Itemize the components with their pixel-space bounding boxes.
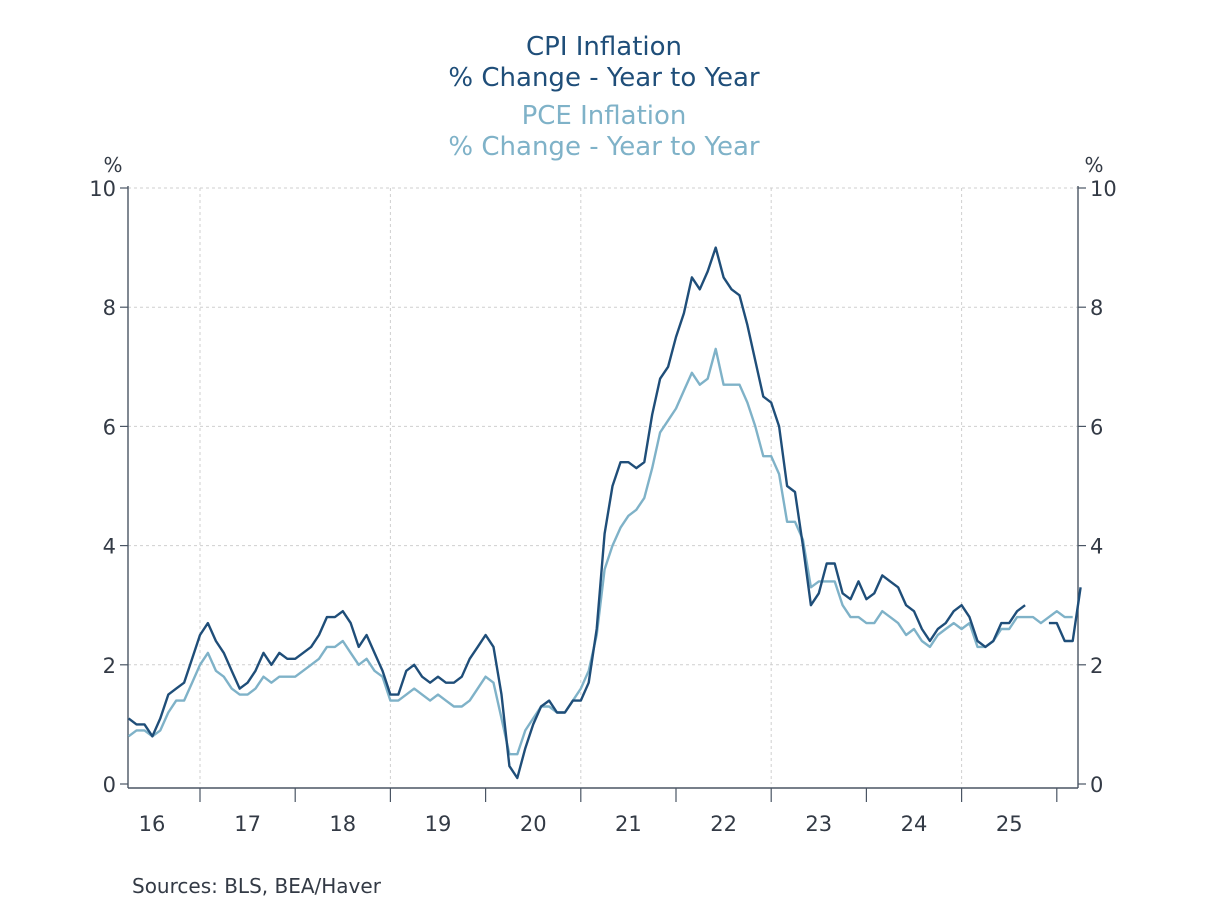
- right-y-tick-label: 0: [1090, 773, 1103, 797]
- source-note: Sources: BLS, BEA/Haver: [132, 874, 381, 898]
- pce-title: PCE Inflation: [521, 101, 687, 131]
- x-tick-label: 16: [139, 812, 166, 836]
- x-tick-label: 21: [615, 812, 642, 836]
- x-tick-label: 18: [329, 812, 356, 836]
- right-y-tick-label: 6: [1090, 415, 1103, 439]
- right-y-tick-label: 10: [1090, 177, 1117, 201]
- cpi-line: [127, 246, 1082, 780]
- gridlines: [128, 187, 1078, 784]
- left-y-tick-label: 2: [103, 654, 116, 678]
- pce-line: [127, 347, 1073, 756]
- left-y-tick-label: 6: [103, 415, 116, 439]
- left-axis-unit: %: [103, 153, 122, 177]
- pce-subtitle: % Change - Year to Year: [448, 132, 760, 162]
- right-axis-unit: %: [1084, 153, 1103, 177]
- cpi-subtitle: % Change - Year to Year: [448, 63, 760, 93]
- x-tick-label: 22: [710, 812, 737, 836]
- cpi-title: CPI Inflation: [525, 32, 683, 62]
- x-tick-label: 24: [901, 812, 928, 836]
- left-y-tick-label: 0: [103, 773, 116, 797]
- x-tick-label: 17: [234, 812, 261, 836]
- x-tick-label: 19: [425, 812, 452, 836]
- series-lines: [127, 246, 1082, 780]
- right-y-tick-label: 8: [1090, 296, 1103, 320]
- right-y-tick-label: 4: [1090, 535, 1103, 559]
- right-y-tick-label: 2: [1090, 654, 1103, 678]
- left-y-tick-label: 10: [89, 177, 116, 201]
- left-y-tick-label: 4: [103, 535, 116, 559]
- x-tick-label: 20: [520, 812, 547, 836]
- x-tick-label: 23: [805, 812, 832, 836]
- x-tick-label: 25: [996, 812, 1023, 836]
- left-y-tick-label: 8: [103, 296, 116, 320]
